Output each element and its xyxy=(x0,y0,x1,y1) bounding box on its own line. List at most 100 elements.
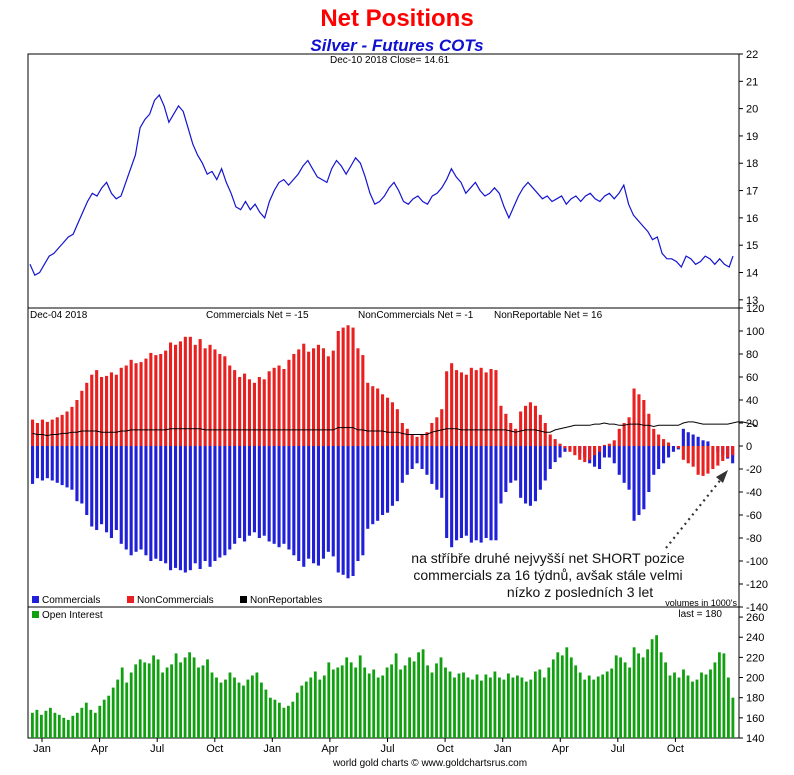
noncommercials-bar xyxy=(114,374,118,446)
open-interest-bar xyxy=(165,667,169,738)
commercials-bar xyxy=(376,446,380,521)
noncommercials-bar xyxy=(642,400,646,446)
open-interest-bar xyxy=(300,685,304,738)
chart-title: Net Positions xyxy=(320,5,473,32)
commercials-bar xyxy=(632,446,636,521)
commercials-bar xyxy=(622,446,626,483)
noncommercials-bar xyxy=(124,365,128,446)
open-interest-bar xyxy=(686,675,690,738)
commercials-bar xyxy=(489,446,493,541)
commercials-bar xyxy=(164,446,168,564)
cot-y-tick-label: -140 xyxy=(746,602,768,614)
commercials-bar xyxy=(312,446,316,564)
price-y-tick-label: 22 xyxy=(746,49,758,61)
open-interest-bar xyxy=(430,672,434,738)
noncommercials-bar xyxy=(400,423,404,446)
commercials-bar xyxy=(213,446,217,561)
open-interest-bar xyxy=(655,635,658,738)
open-interest-bar xyxy=(560,655,564,738)
commercials-bar xyxy=(420,446,424,469)
open-interest-bar xyxy=(583,679,587,738)
noncommercials-bar xyxy=(469,367,473,446)
commercials-bar xyxy=(494,446,498,541)
open-interest-bar xyxy=(102,699,106,738)
open-interest-bar xyxy=(542,677,546,738)
open-interest-bar xyxy=(134,664,138,738)
open-interest-bar xyxy=(183,657,187,738)
open-interest-bar xyxy=(448,671,452,738)
open-interest-bar xyxy=(533,671,537,738)
noncommercials-bar xyxy=(287,359,291,447)
open-interest-bar xyxy=(574,665,578,738)
chart-subtitle: Silver - Futures COTs xyxy=(310,36,483,55)
commercials-bar xyxy=(455,446,459,541)
commercials-bar xyxy=(75,446,79,502)
open-interest-bar xyxy=(538,669,542,738)
noncommercials-bar xyxy=(213,349,217,446)
price-y-tick-label: 13 xyxy=(746,295,758,307)
open-interest-bar xyxy=(466,677,470,738)
noncommercials-bar xyxy=(548,434,552,446)
commercials-bar xyxy=(405,446,409,475)
open-interest-bar xyxy=(318,679,322,738)
noncommercials-net-label: NonCommercials Net = -1 xyxy=(358,310,474,321)
noncommercials-bar xyxy=(568,446,572,452)
noncommercials-bar xyxy=(129,359,133,447)
noncommercials-bar xyxy=(593,446,597,456)
noncommercials-bar xyxy=(602,444,606,446)
noncommercials-bar xyxy=(95,370,99,446)
noncommercials-bar xyxy=(70,406,74,446)
open-interest-bar xyxy=(237,682,241,738)
noncommercials-bar xyxy=(336,331,340,446)
open-interest-bar xyxy=(327,662,331,738)
open-interest-bar xyxy=(614,655,618,738)
cot-y-tick-label: 80 xyxy=(746,349,758,361)
commercials-bar xyxy=(114,446,118,530)
commercials-bar xyxy=(321,446,325,559)
open-interest-bar xyxy=(547,667,551,738)
commercials-bar xyxy=(297,446,301,561)
noncommercials-bar xyxy=(464,374,468,446)
noncommercials-bar xyxy=(178,341,182,446)
commercials-bar xyxy=(415,446,419,464)
open-interest-bar xyxy=(457,673,461,738)
commercials-bar xyxy=(598,446,602,469)
noncommercials-bar xyxy=(706,446,710,474)
noncommercials-bar xyxy=(188,336,192,447)
cot-y-tick-label: 100 xyxy=(746,326,764,338)
commercials-bar xyxy=(100,446,104,525)
commercials-bar xyxy=(331,446,335,557)
x-tick-label: Apr xyxy=(321,743,338,755)
commercials-bar xyxy=(228,446,232,550)
noncommercials-bar xyxy=(583,446,587,463)
open-interest-bar xyxy=(174,653,178,738)
x-tick-label: Apr xyxy=(91,743,108,755)
open-interest-bar xyxy=(246,679,250,738)
commercials-bar xyxy=(395,446,399,502)
commercials-bar xyxy=(174,446,178,568)
noncommercials-bar xyxy=(528,402,532,446)
open-interest-bar xyxy=(282,707,286,738)
open-interest-bar xyxy=(304,681,308,738)
open-interest-bar xyxy=(242,685,245,738)
open-interest-bar xyxy=(80,707,84,738)
commercials-bar xyxy=(602,446,606,458)
open-interest-bar xyxy=(358,655,362,738)
oi-y-tick-label: 260 xyxy=(746,612,764,624)
noncommercials-bar xyxy=(243,373,247,446)
cot-header: Dec-04 2018 xyxy=(30,310,88,321)
noncommercials-bar xyxy=(297,349,301,446)
noncommercials-bar xyxy=(578,446,582,460)
open-interest-bar xyxy=(57,714,61,738)
noncommercials-bar xyxy=(726,446,730,458)
commercials-bar xyxy=(637,446,641,515)
commercials-bar xyxy=(524,446,528,504)
noncommercials-bar xyxy=(607,443,611,446)
commercials-bar xyxy=(233,446,237,544)
commercials-bar xyxy=(553,446,557,463)
commercials-bar xyxy=(257,446,261,538)
open-interest-bar xyxy=(152,655,155,738)
open-interest-bar xyxy=(412,661,416,738)
open-interest-bar xyxy=(215,677,218,738)
